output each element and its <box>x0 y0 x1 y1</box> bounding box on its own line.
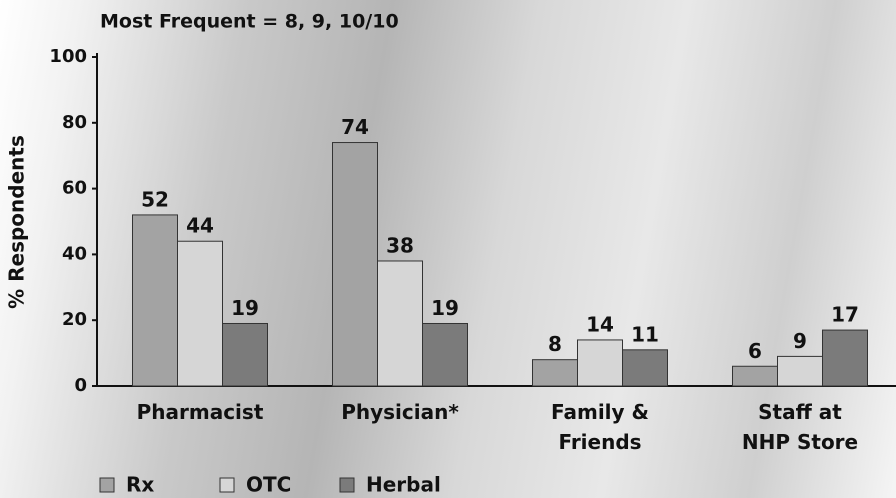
value-label: 38 <box>386 233 414 257</box>
y-tick-label: 20 <box>62 309 87 330</box>
value-label: 14 <box>586 312 614 336</box>
legend-label: Herbal <box>366 473 441 497</box>
value-label: 8 <box>548 332 562 356</box>
value-label: 74 <box>341 115 369 139</box>
x-tick-label: Physician* <box>341 400 459 424</box>
legend-swatch <box>339 477 355 493</box>
value-label: 17 <box>831 303 859 327</box>
bar <box>822 329 868 387</box>
y-tick-label: 40 <box>62 243 87 264</box>
chart-title: Most Frequent = 8, 9, 10/10 <box>100 11 399 33</box>
value-label: 9 <box>793 329 807 353</box>
x-tick-label: Staff at NHP Store <box>741 400 859 454</box>
value-label: 19 <box>431 296 459 320</box>
value-label: 11 <box>631 322 659 346</box>
y-tick-label: 60 <box>62 178 87 199</box>
bar <box>177 240 223 387</box>
bar <box>777 355 823 387</box>
bar <box>222 322 268 387</box>
value-label: 44 <box>186 214 214 238</box>
x-tick-label: Family & Friends <box>551 400 649 454</box>
bar <box>332 142 378 387</box>
legend-label: Rx <box>126 473 154 497</box>
y-tick-label: 100 <box>49 46 87 67</box>
value-label: 52 <box>141 187 169 211</box>
bar <box>622 349 668 387</box>
legend-swatch <box>99 477 115 493</box>
legend-swatch <box>219 477 235 493</box>
value-label: 19 <box>231 296 259 320</box>
x-tick-label: Pharmacist <box>136 400 264 424</box>
y-axis-label: % Respondents <box>5 135 29 309</box>
y-tick-label: 80 <box>62 112 87 133</box>
bar <box>577 339 623 387</box>
bar <box>422 322 468 387</box>
bar <box>377 260 423 387</box>
legend-label: OTC <box>246 473 291 497</box>
bar <box>732 365 778 387</box>
value-label: 6 <box>748 339 762 363</box>
bar <box>532 359 578 387</box>
y-tick-label: 0 <box>74 375 87 396</box>
bar <box>132 214 178 387</box>
